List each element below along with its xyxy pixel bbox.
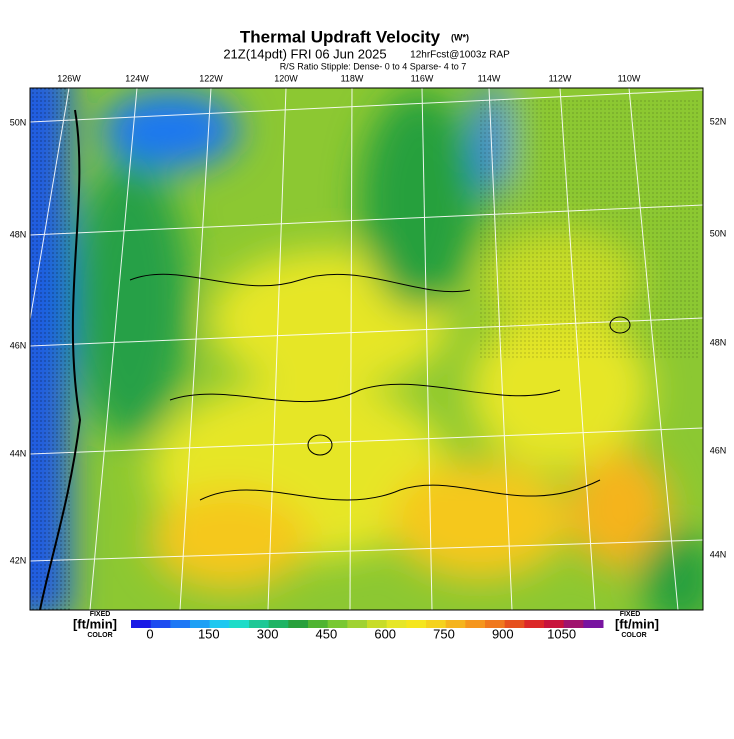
colorbar-swatch [485,620,506,628]
lat-label-left: 42N [10,555,27,565]
colorbar-label: 1050 [547,626,576,641]
colorbar-swatch [367,620,388,628]
colorbar-swatch [426,620,447,628]
colorbar-swatch [308,620,329,628]
colorbar-swatch [150,620,171,628]
fixed-left: FIXED [90,611,111,618]
colorbar-label: 0 [146,626,153,641]
colorbar-swatch [229,620,250,628]
colorbar-label: 300 [257,626,279,641]
lat-label-left: 50N [10,117,27,127]
colorbar-swatch [327,620,348,628]
colorbar-swatch [563,620,584,628]
colorbar-swatch [544,620,565,628]
colorbar-unit-right: [ft/min] [615,616,659,631]
colorbar-swatch [347,620,368,628]
lon-label: 118W [341,73,364,83]
colorbar-swatch [445,620,466,628]
colorbar-unit-left: [ft/min] [73,616,117,631]
colorbar-label: 450 [316,626,338,641]
lat-label-left: 48N [10,229,27,239]
lon-label: 114W [478,73,501,83]
colorbar-label: 900 [492,626,514,641]
colorbar-swatch [386,620,407,628]
colorbar-swatch [209,620,230,628]
lon-label: 126W [57,73,81,83]
forecast: 12hrFcst@1003z RAP [410,50,510,61]
colorbar-swatch [524,620,545,628]
stipple-note: R/S Ratio Stipple: Dense- 0 to 4 Sparse-… [280,61,467,71]
lon-label: 122W [199,73,223,83]
colorbar-swatch [504,620,525,628]
lat-label-right: 46N [710,445,727,455]
title-unit: (W*) [451,32,469,42]
lon-label: 124W [125,73,149,83]
lon-label: 120W [274,73,298,83]
color-left: COLOR [87,632,112,639]
subtitle: 21Z(14pdt) FRI 06 Jun 2025 [223,46,386,61]
map [30,88,703,610]
colorbar-swatch [170,620,191,628]
colorbar-swatch [268,620,289,628]
colorbar-swatch [249,620,270,628]
lon-label: 112W [549,73,572,83]
lat-label-right: 44N [710,549,727,559]
color-right: COLOR [621,632,646,639]
colorbar-label: 150 [198,626,220,641]
colorbar-label: 750 [433,626,455,641]
colorbar-swatch [583,620,604,628]
colorbar-swatch [190,620,211,628]
colorbar-swatch [131,620,152,628]
lat-label-right: 50N [710,228,727,238]
lat-label-right: 48N [710,337,727,347]
colorbar-swatch [465,620,486,628]
lon-label: 110W [618,73,641,83]
colorbar-swatch [406,620,427,628]
colorbar-swatch [288,620,309,628]
colorbar-label: 600 [374,626,396,641]
lat-label-left: 44N [10,448,27,458]
lat-label-right: 52N [710,116,727,126]
map-frame [29,87,704,611]
lon-label: 116W [411,73,434,83]
lat-label-left: 46N [10,340,27,350]
title: Thermal Updraft Velocity [240,27,441,46]
fixed-right: FIXED [620,611,641,618]
